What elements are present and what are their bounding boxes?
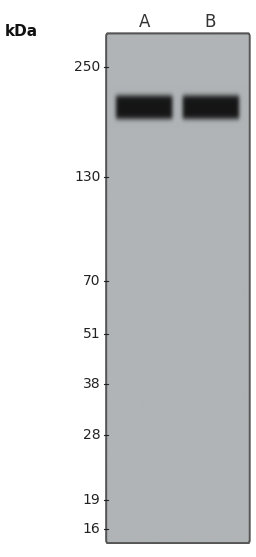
Text: 250: 250 bbox=[74, 60, 101, 74]
Text: 28: 28 bbox=[83, 428, 101, 442]
FancyBboxPatch shape bbox=[106, 33, 250, 543]
Text: 51: 51 bbox=[83, 327, 101, 341]
Text: 19: 19 bbox=[83, 494, 101, 507]
Text: A: A bbox=[138, 13, 150, 31]
Text: kDa: kDa bbox=[5, 24, 38, 39]
Text: 130: 130 bbox=[74, 170, 101, 184]
Text: 38: 38 bbox=[83, 377, 101, 390]
Text: B: B bbox=[205, 13, 216, 31]
Text: 70: 70 bbox=[83, 274, 101, 288]
Text: 16: 16 bbox=[83, 522, 101, 536]
